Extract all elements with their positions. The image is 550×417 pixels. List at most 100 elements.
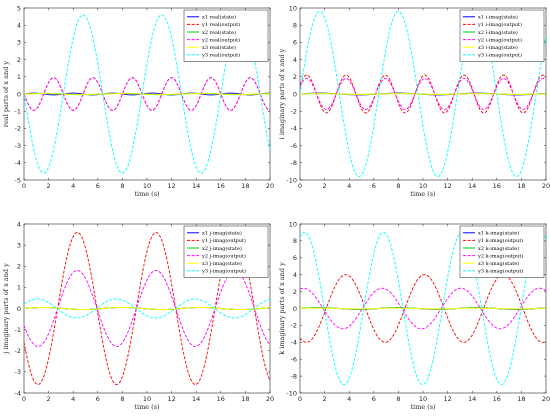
legend-box: [183, 9, 269, 62]
x-axis-label: time (s): [134, 190, 160, 198]
x-tick-label: 10: [419, 395, 427, 403]
x-tick-label: 6: [96, 395, 100, 403]
y-axis-label: k imaginary parts of x and y: [278, 262, 286, 355]
x-tick-label: 0: [298, 395, 302, 403]
y-tick-label: 4: [293, 56, 297, 64]
x-tick-label: 20: [266, 395, 274, 403]
legend-label: x2 j-imag(state): [202, 245, 242, 252]
y-tick-label: -3: [15, 368, 21, 376]
x-tick-label: 16: [217, 395, 225, 403]
legend-label: x3 real(state): [202, 44, 236, 51]
x-tick-label: 16: [493, 182, 501, 190]
series-line-5: [300, 307, 546, 310]
y-tick-label: 2: [17, 56, 21, 64]
y-tick-label: 1: [17, 284, 21, 292]
legend-box: [183, 225, 269, 278]
x-tick-label: 12: [443, 182, 451, 190]
series-group: [300, 10, 546, 178]
x-tick-label: 12: [167, 182, 175, 190]
x-tick-label: 0: [298, 182, 302, 190]
y-axis-label: j imaginary parts of x and y: [2, 263, 10, 355]
y-tick-label: -8: [291, 372, 297, 380]
series-line-6: [300, 10, 546, 178]
x-tick-label: 14: [192, 395, 200, 403]
legend-label: y2 k-imag(output): [477, 252, 523, 259]
y-tick-label: -4: [15, 159, 21, 167]
x-tick-label: 2: [323, 395, 327, 403]
y-tick-label: 0: [293, 90, 297, 98]
legend-label: y2 real(output): [201, 36, 240, 43]
series-line-6: [300, 232, 546, 385]
y-tick-label: 3: [17, 39, 21, 47]
legend-label: x2 k-imag(state): [478, 245, 519, 252]
legend: x1 j-imag(state)y1 j-imag(output)x2 j-im…: [183, 225, 269, 278]
legend-label: x2 real(state): [202, 29, 236, 36]
y-tick-label: 0: [17, 305, 21, 313]
y-tick-label: 10: [289, 220, 297, 228]
y-tick-label: -1: [15, 108, 21, 116]
x-tick-label: 6: [372, 395, 376, 403]
series-line-6: [24, 298, 270, 319]
y-tick-label: -2: [15, 125, 21, 133]
series-line-4: [300, 287, 546, 330]
y-tick-label: 0: [293, 305, 297, 313]
y-tick-label: 5: [17, 4, 21, 12]
y-tick-label: -2: [15, 347, 21, 355]
y-tick-label: -8: [291, 159, 297, 167]
legend-label: x3 i-imag(state): [478, 44, 518, 51]
series-line-2: [300, 74, 546, 114]
legend-label: y1 real(output): [201, 21, 240, 28]
x-tick-label: 14: [468, 182, 476, 190]
x-tick-label: 4: [71, 395, 75, 403]
series-line-4: [300, 78, 546, 110]
x-tick-label: 18: [517, 182, 525, 190]
x-tick-label: 4: [347, 182, 351, 190]
legend-label: y1 j-imag(output): [201, 237, 246, 244]
x-axis-label: time (s): [410, 190, 436, 198]
legend-label: x1 j-imag(state): [202, 230, 242, 237]
legend-label: x2 i-imag(state): [478, 29, 518, 36]
legend-label: y3 i-imag(output): [477, 52, 522, 59]
y-tick-label: -2: [291, 108, 297, 116]
legend-label: x1 i-imag(state): [478, 14, 518, 21]
y-tick-label: -1: [15, 326, 21, 334]
y-tick-label: 4: [17, 220, 21, 228]
x-tick-label: 0: [22, 395, 26, 403]
y-tick-label: -10: [286, 176, 297, 184]
x-tick-label: 8: [120, 395, 124, 403]
y-tick-label: 4: [293, 271, 297, 279]
series-line-5: [24, 306, 270, 311]
legend-label: y2 j-imag(output): [201, 252, 246, 259]
x-tick-label: 12: [443, 395, 451, 403]
legend-box: [459, 9, 545, 62]
x-tick-label: 0: [22, 182, 26, 190]
y-tick-label: 10: [289, 4, 297, 12]
legend-label: y3 real(output): [201, 52, 240, 59]
y-axis-label: real parts of x and y: [2, 61, 10, 128]
y-tick-label: 6: [293, 39, 297, 47]
x-tick-label: 10: [419, 182, 427, 190]
legend-label: y3 j-imag(output): [201, 268, 246, 275]
y-tick-label: 6: [293, 254, 297, 262]
x-tick-label: 12: [167, 395, 175, 403]
y-axis-label: i imaginary parts of x and y: [278, 48, 286, 139]
y-tick-label: -2: [291, 322, 297, 330]
y-tick-label: -4: [291, 125, 297, 133]
legend-label: x3 j-imag(state): [202, 260, 242, 267]
x-tick-label: 6: [372, 182, 376, 190]
legend-box: [459, 225, 545, 278]
x-tick-label: 18: [241, 395, 249, 403]
legend-label: x3 k-imag(state): [478, 260, 519, 267]
y-tick-label: 4: [17, 22, 21, 30]
y-tick-label: 2: [17, 263, 21, 271]
chart-panel-2: 0 2 4 6 8 10 12 14 16 18 20-10-8-6-4-20246810time …: [278, 4, 550, 198]
legend-label: y1 i-imag(output): [477, 21, 522, 28]
x-tick-label: 8: [396, 182, 400, 190]
y-tick-label: -6: [291, 142, 297, 150]
x-tick-label: 2: [323, 182, 327, 190]
legend: x1 real(state)y1 real(output)x2 real(sta…: [183, 9, 269, 62]
x-tick-label: 16: [217, 182, 225, 190]
y-tick-label: -6: [291, 356, 297, 364]
